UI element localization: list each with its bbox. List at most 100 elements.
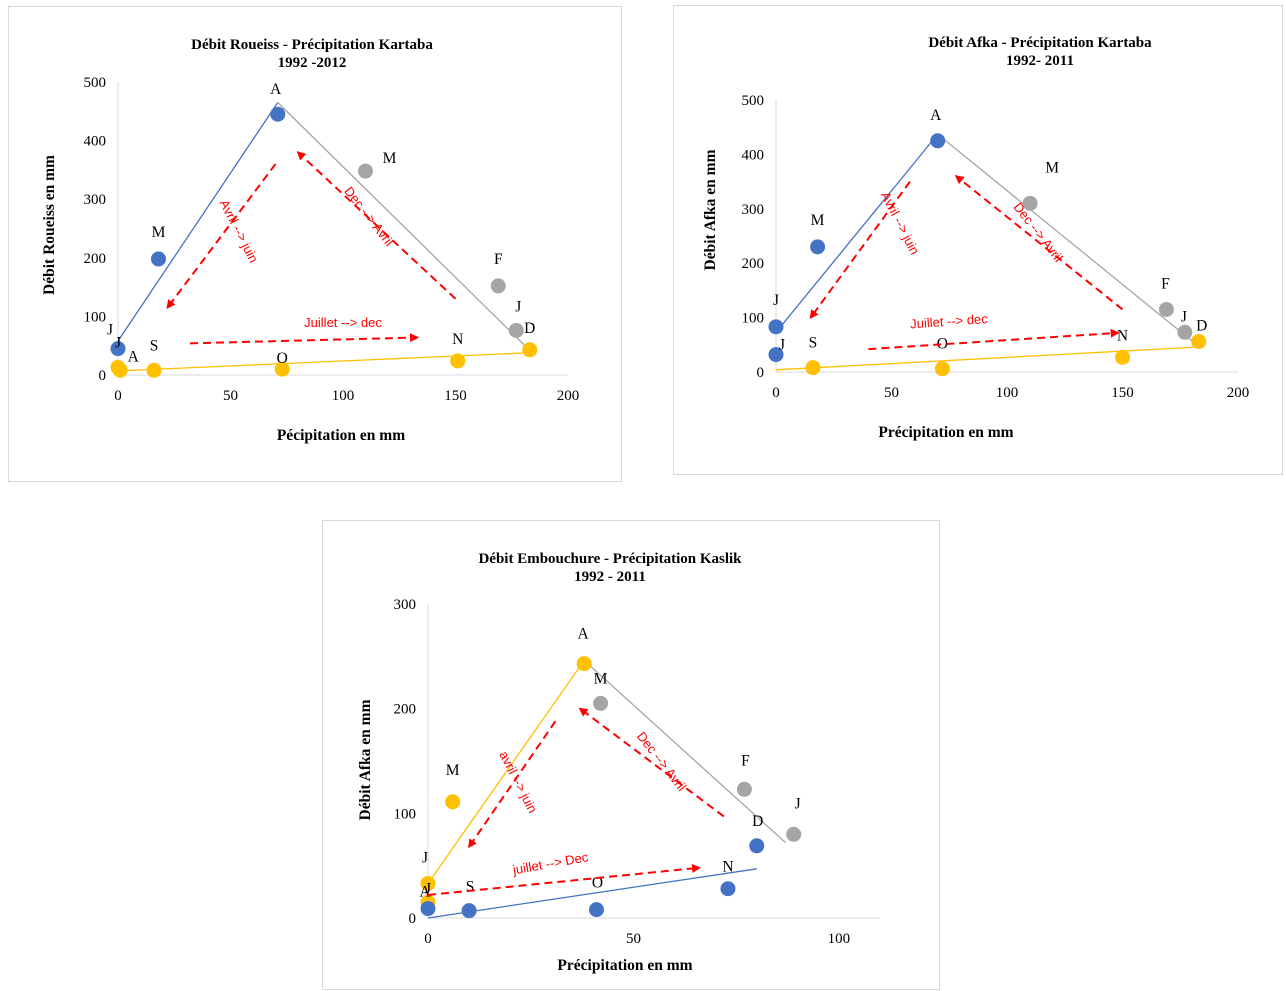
chart-title: Débit Afka - Précipitation Kartaba [928, 35, 1152, 51]
data-point [450, 353, 466, 369]
y-tick-label: 200 [394, 702, 417, 718]
x-tick-label: 50 [223, 388, 238, 404]
point-label: N [722, 859, 733, 876]
direction-arrow [578, 707, 725, 818]
y-tick-label: 200 [742, 256, 765, 272]
data-point [576, 656, 592, 672]
point-label: M [811, 212, 825, 229]
chart-afka: Débit Afka - Précipitation Kartaba 1992- … [702, 35, 1250, 441]
direction-arrow [809, 181, 911, 320]
data-point [768, 319, 784, 335]
arrow-annotation: Dec --> Avril [341, 184, 397, 249]
data-point [1177, 324, 1193, 340]
y-tick-label: 400 [742, 147, 765, 163]
trendline-blue [427, 868, 757, 919]
point-label: A [578, 626, 590, 643]
point-label: A [128, 348, 140, 365]
arrow-annotation: Avril --> juin [217, 197, 262, 265]
point-label: S [150, 337, 159, 354]
data-point [805, 360, 821, 376]
point-label: J [107, 322, 113, 339]
x-tick-label: 150 [1111, 385, 1134, 401]
point-label: M [152, 224, 166, 241]
arrow-annotation: Avril --> juin [878, 189, 923, 257]
x-axis-label: Précipitation en mm [557, 957, 692, 974]
point-label: A [270, 81, 282, 98]
point-label: M [446, 762, 460, 779]
x-tick-label: 50 [626, 931, 641, 947]
point-label: F [741, 752, 750, 769]
direction-arrow [868, 328, 1120, 351]
data-point [1158, 301, 1174, 317]
data-point [749, 838, 765, 854]
chart-embouchure: Débit Embouchure - Précipitation Kaslik 1… [357, 551, 880, 974]
data-point [588, 902, 604, 918]
arrow-annotation: juillet --> Dec [511, 849, 590, 877]
data-point [358, 163, 373, 179]
point-label: N [1117, 327, 1128, 344]
point-label: N [452, 331, 463, 348]
x-tick-label: 200 [1227, 385, 1250, 401]
arrow-annotation: avril --> juin [496, 748, 540, 815]
data-point [274, 361, 290, 377]
x-tick-label: 0 [772, 385, 780, 401]
data-point [110, 341, 126, 357]
x-tick-label: 50 [884, 385, 899, 401]
point-label: S [466, 879, 475, 896]
data-point [1115, 349, 1130, 365]
point-label: S [809, 335, 818, 352]
trendline-orange [427, 660, 585, 884]
x-tick-label: 0 [424, 931, 432, 947]
x-tick-label: 100 [332, 388, 355, 404]
point-label: O [592, 875, 603, 892]
y-tick-label: 100 [742, 311, 765, 327]
point-label: J [779, 337, 785, 354]
data-point [420, 901, 436, 917]
point-label: D [1196, 318, 1207, 335]
chart-subtitle: 1992 -2012 [278, 55, 347, 71]
chart-panel-afka: Débit Afka - Précipitation Kartaba 1992- … [673, 5, 1283, 475]
point-label: J [1181, 308, 1187, 325]
y-tick-label: 100 [84, 309, 107, 325]
point-label: J [795, 795, 801, 812]
y-tick-label: 0 [99, 368, 107, 384]
arrow-annotation: Juillet --> dec [304, 315, 382, 330]
data-point [146, 362, 162, 378]
data-point [720, 881, 736, 897]
y-tick-label: 0 [409, 911, 417, 927]
y-tick-label: 300 [394, 597, 417, 613]
data-point [768, 347, 784, 363]
arrow-annotation: Dec --> Avril [634, 729, 690, 794]
point-label: J [422, 849, 428, 866]
chart-roueiss: Débit Roueiss - Précipitation Kartaba 199… [41, 37, 580, 444]
direction-arrow [189, 333, 420, 345]
trendline-orange [775, 346, 1199, 371]
data-point [1022, 195, 1038, 211]
data-point [930, 133, 946, 149]
y-axis-label: Débit Afka en mm [702, 149, 719, 270]
x-tick-label: 200 [557, 388, 580, 404]
data-point [736, 781, 752, 797]
data-point [1191, 334, 1207, 350]
x-tick-label: 100 [828, 931, 851, 947]
point-label: M [383, 150, 397, 167]
data-point [786, 826, 802, 842]
chart-subtitle: 1992- 2011 [1006, 53, 1074, 69]
y-tick-label: 300 [84, 192, 107, 208]
data-point [112, 362, 128, 378]
y-tick-label: 100 [394, 806, 417, 822]
point-label: D [524, 320, 535, 337]
data-point [934, 361, 950, 377]
point-label: J [515, 298, 521, 315]
point-label: M [1045, 159, 1059, 176]
data-point [593, 695, 609, 711]
y-tick-label: 500 [742, 93, 765, 109]
data-point [490, 278, 506, 294]
point-label: F [494, 251, 503, 268]
data-point [445, 794, 461, 810]
point-label: F [1161, 275, 1170, 292]
chart-title: Débit Roueiss - Précipitation Kartaba [191, 37, 433, 53]
direction-arrow [166, 163, 277, 310]
x-axis-label: Précipitation en mm [878, 424, 1013, 441]
point-label: A [419, 883, 431, 900]
